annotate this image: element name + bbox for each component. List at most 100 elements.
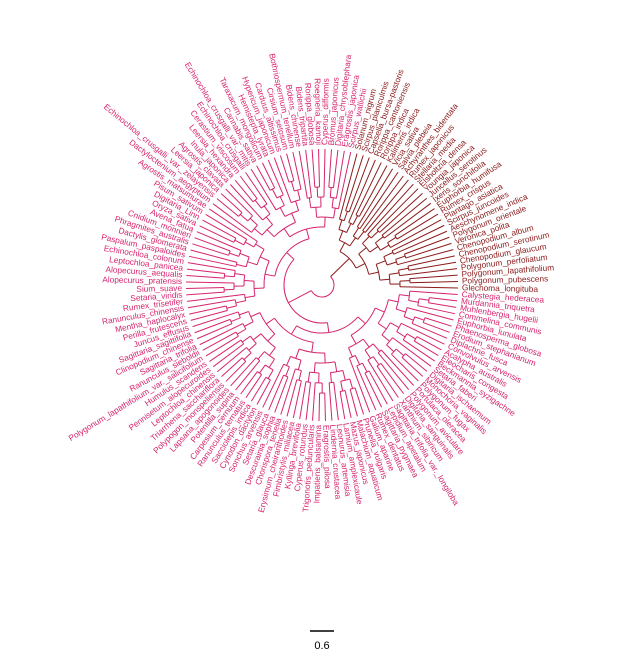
branch [411,322,448,339]
branch [356,168,394,228]
branch [379,278,390,281]
branch [375,236,384,244]
branch [244,241,255,248]
tip-label: Glechoma_longituba [462,282,539,294]
branch [343,211,348,221]
branch [239,214,249,222]
tip-label: Cyperus_difformis [319,78,330,145]
branch [235,360,261,391]
branch [348,347,353,358]
tip-label: Polygonum_pubescens [462,273,548,285]
branch [292,380,302,419]
tip-label: Sium_suave [136,283,182,294]
branch [186,293,245,302]
branch [392,337,432,367]
branch [368,271,379,275]
branch [205,213,248,240]
branch [263,205,271,215]
branch [257,351,265,360]
branch [212,343,244,368]
branch [265,216,273,225]
branch [358,165,388,217]
branch [190,249,238,263]
branch [350,334,357,345]
branch [286,153,295,181]
branch [333,382,339,421]
branch [362,338,370,348]
branch [209,339,242,362]
branch [397,249,454,266]
branch [268,374,285,411]
branch [221,357,243,378]
branch [403,316,414,321]
branch [396,308,406,313]
branch [318,392,321,421]
branch [376,260,386,265]
branch [205,335,239,357]
branch [352,215,359,225]
branch [240,371,258,395]
branch [318,149,321,188]
branch [288,290,312,304]
branch [279,207,286,217]
branch [367,359,394,402]
branch [369,246,379,253]
branch [298,370,302,381]
branch [202,331,237,351]
branch [196,323,233,340]
branch [254,287,265,290]
branch [405,353,428,372]
branch [298,150,308,199]
branch [208,208,258,242]
branch [252,333,262,341]
branch [368,370,388,405]
branch [305,382,312,421]
branch [346,223,352,233]
branch [394,208,435,236]
branch [323,149,326,198]
branch [186,286,225,289]
branch [254,228,263,236]
tip-label: Setaria_viridis [130,289,183,303]
branch [339,242,346,252]
branch [236,263,247,268]
branch [324,392,326,421]
branch [330,372,332,383]
branch [241,335,251,343]
branch [290,181,295,192]
branch [216,198,239,217]
branch [362,235,370,244]
branch [326,322,330,333]
branch [423,322,450,333]
branch [311,342,314,353]
branch [297,189,301,200]
branch [244,321,254,327]
branch [409,281,458,284]
branch [393,230,448,255]
tip-label: Eragrostis_pilosa [321,425,333,489]
branch [264,273,275,277]
branch [186,268,225,275]
branch [377,352,410,391]
branch [349,378,354,389]
branch [199,323,244,346]
branch [235,300,246,304]
branch [224,275,235,278]
branch [188,255,237,267]
branch [239,252,250,258]
branch [381,197,428,236]
branch [404,236,450,255]
branch [340,381,344,392]
branch [328,149,332,188]
branch [362,362,368,373]
branch [199,225,235,243]
branch [386,344,395,353]
branch [295,200,300,211]
branch [189,305,227,315]
branch [286,252,295,260]
branch [248,343,257,351]
branch [354,355,361,365]
branch [312,382,316,421]
branch [335,150,345,199]
